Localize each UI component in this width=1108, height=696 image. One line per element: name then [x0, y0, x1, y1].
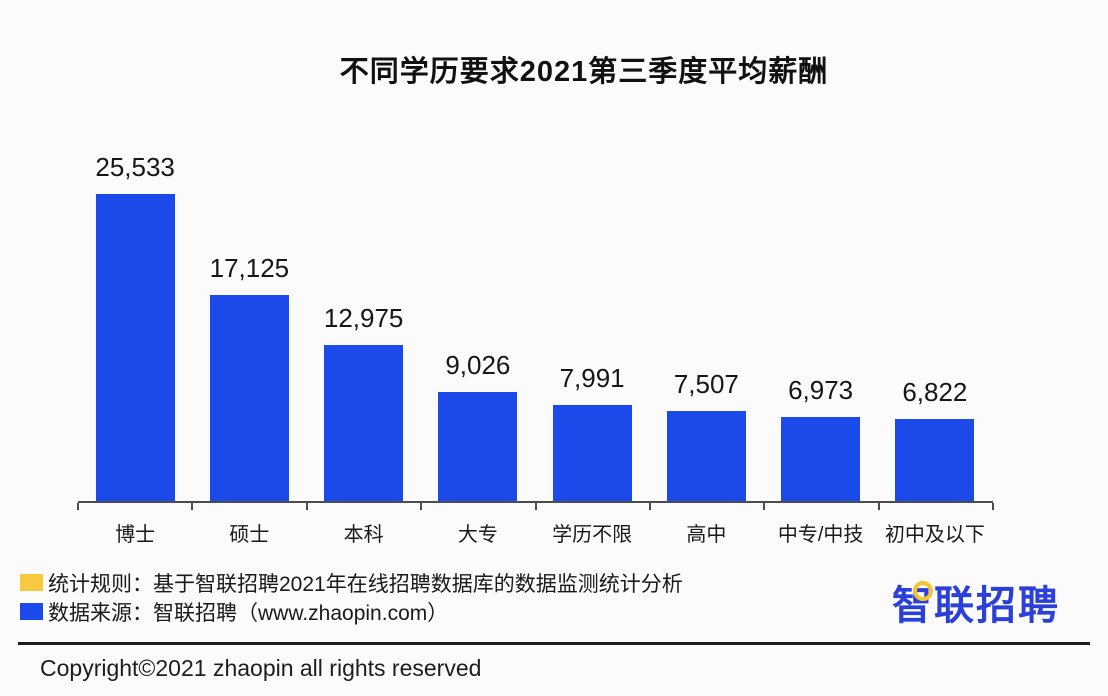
bar [895, 419, 975, 501]
legend-row-rule: 统计规则：基于智联招聘2021年在线招聘数据库的数据监测统计分析 [20, 568, 683, 597]
bar [781, 417, 861, 501]
axis-tick [77, 503, 79, 510]
bar-slot: 9,026 [421, 140, 535, 501]
value-label: 9,026 [445, 350, 511, 381]
axis-tick [534, 503, 537, 510]
axis-tick [191, 503, 194, 510]
category-label: 本科 [343, 524, 384, 546]
bar-slot: 6,973 [764, 140, 878, 501]
bar [209, 295, 289, 501]
chart-title: 不同学历要求2021第三季度平均薪酬 [339, 56, 829, 88]
value-label: 25,533 [95, 152, 175, 183]
axis-tick [305, 503, 308, 510]
x-axis-line [77, 501, 994, 510]
value-label: 6,822 [902, 377, 968, 408]
category-label: 硕士 [229, 524, 270, 546]
bar [324, 345, 404, 501]
category-label: 中专/中技 [777, 524, 864, 546]
bar [666, 411, 746, 501]
zhaopin-logo: 智联招聘 [892, 581, 1060, 626]
legend-swatch-yellow [20, 574, 43, 591]
bar-slot: 12,975 [307, 140, 421, 501]
legend-swatch-blue [20, 603, 43, 620]
footer-legend: 统计规则：基于智联招聘2021年在线招聘数据库的数据监测统计分析 数据来源：智联… [20, 568, 683, 626]
copyright-text: Copyright©2021 zhaopin all rights reserv… [40, 655, 482, 681]
bars: 25,533 17,125 12,975 9,026 7,991 7,507 6,973 6,… [78, 140, 992, 501]
axis-tick [992, 503, 994, 510]
value-label: 12,975 [323, 303, 404, 334]
bar [95, 194, 175, 501]
category-label: 学历不限 [552, 524, 633, 546]
legend-rule-label: 统计规则：基于智联招聘2021年在线招聘数据库的数据监测统计分析 [48, 572, 683, 596]
value-label: 17,125 [209, 253, 290, 284]
axis-tick [420, 503, 423, 510]
axis-tick [648, 503, 651, 510]
category-label: 初中及以下 [884, 524, 985, 546]
legend-source-label: 数据来源：智联招聘（www.zhaopin.com） [48, 601, 449, 625]
bar-slot: 25,533 [78, 140, 192, 501]
bar-slot: 7,991 [535, 140, 649, 501]
category-label: 大专 [457, 524, 498, 546]
category-label: 高中 [686, 524, 727, 546]
value-label: 6,973 [788, 375, 854, 406]
bar-slot: 6,822 [878, 140, 992, 501]
value-label: 7,507 [673, 369, 739, 400]
axis-tick [763, 503, 766, 510]
bar-slot: 17,125 [192, 140, 306, 501]
bar [552, 405, 632, 501]
bar [438, 392, 518, 501]
axis-tick [877, 503, 880, 510]
footer-divider [18, 642, 1090, 645]
bar-slot: 7,507 [649, 140, 763, 501]
value-label: 7,991 [559, 363, 625, 394]
category-label: 博士 [115, 524, 156, 546]
zhaopin-logo-dot-icon [913, 581, 933, 601]
legend-row-source: 数据来源：智联招聘（www.zhaopin.com） [20, 597, 683, 626]
category-labels: 博士 硕士 本科 大专 学历不限 高中 中专/中技 初中及以下 [78, 518, 992, 547]
